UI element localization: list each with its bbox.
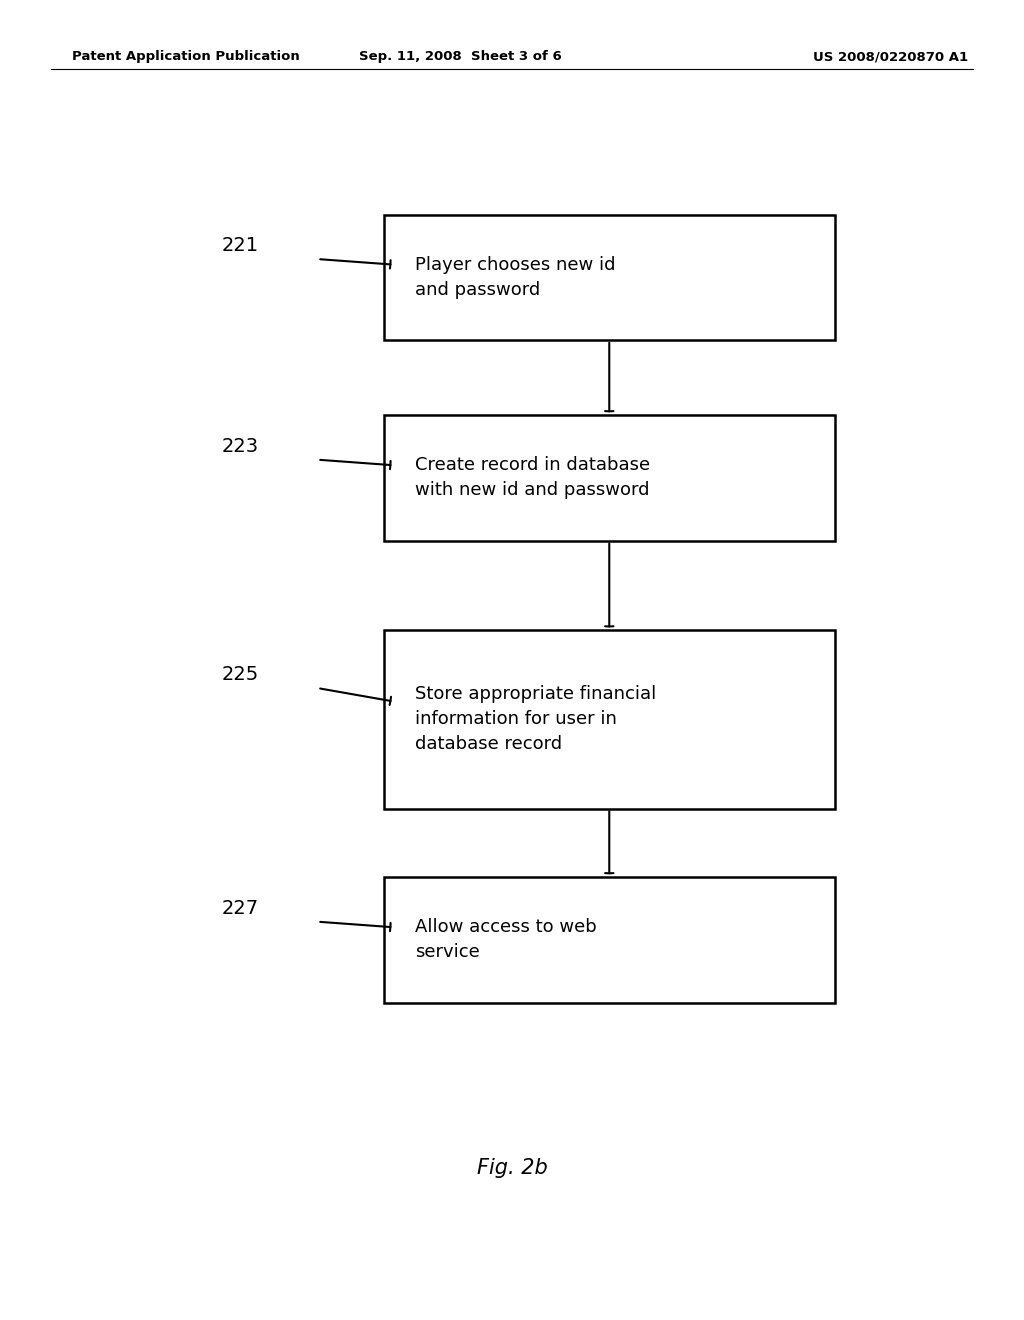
Text: 227: 227 bbox=[222, 899, 259, 917]
Text: Player chooses new id
and password: Player chooses new id and password bbox=[415, 256, 615, 298]
Text: Store appropriate financial
information for user in
database record: Store appropriate financial information … bbox=[415, 685, 656, 754]
Text: Allow access to web
service: Allow access to web service bbox=[415, 919, 596, 961]
Text: 223: 223 bbox=[222, 437, 259, 455]
Bar bbox=[384, 214, 835, 339]
Text: 225: 225 bbox=[222, 665, 259, 684]
Text: Fig. 2b: Fig. 2b bbox=[476, 1158, 548, 1179]
Bar bbox=[384, 876, 835, 1003]
Text: Create record in database
with new id and password: Create record in database with new id an… bbox=[415, 457, 650, 499]
Bar bbox=[384, 631, 835, 808]
Bar bbox=[384, 414, 835, 541]
Text: Patent Application Publication: Patent Application Publication bbox=[72, 50, 299, 63]
Text: Sep. 11, 2008  Sheet 3 of 6: Sep. 11, 2008 Sheet 3 of 6 bbox=[359, 50, 562, 63]
Text: 221: 221 bbox=[222, 236, 259, 255]
Text: US 2008/0220870 A1: US 2008/0220870 A1 bbox=[813, 50, 969, 63]
